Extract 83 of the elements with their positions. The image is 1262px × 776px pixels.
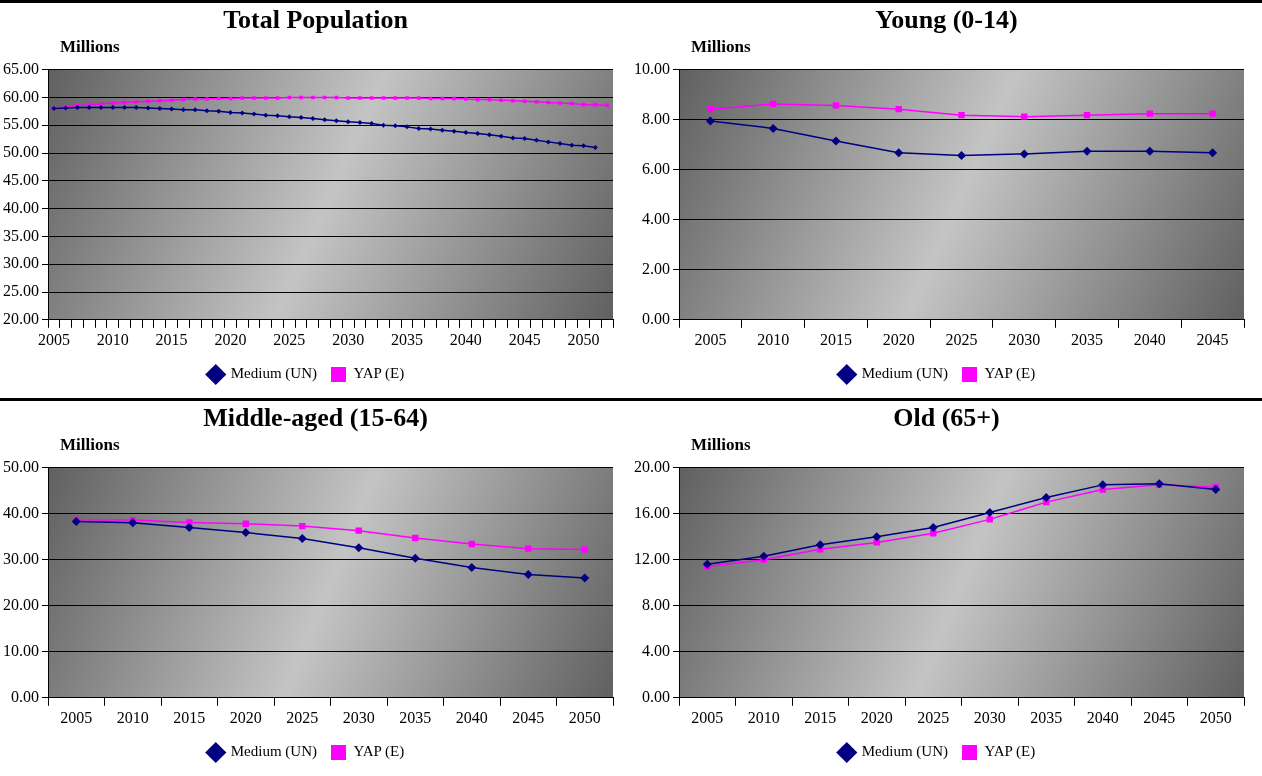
- legend-label: Medium (UN): [861, 743, 949, 761]
- x-tick-label: 2025: [286, 708, 319, 726]
- x-tick-label: 2035: [1030, 708, 1063, 726]
- legend-label: YAP (E): [984, 365, 1036, 383]
- y-axis-title: Millions: [60, 37, 121, 57]
- y-tick-label: 55.00: [3, 115, 39, 133]
- x-tick-label: 2040: [1133, 330, 1166, 348]
- legend-label: YAP (E): [984, 743, 1036, 761]
- x-tick-label: 2035: [1071, 330, 1104, 348]
- x-tick-label: 2045: [1196, 330, 1229, 348]
- x-tick-label: 2015: [804, 708, 837, 726]
- y-tick-label: 4.00: [642, 209, 670, 227]
- x-tick-label: 2030: [342, 708, 375, 726]
- x-tick-label: 2050: [568, 708, 601, 726]
- legend-label: YAP (E): [353, 743, 405, 761]
- x-tick-label: 2010: [96, 330, 129, 348]
- chart-title: Middle-aged (15-64): [202, 402, 429, 434]
- x-tick-label: 2005: [694, 330, 727, 348]
- x-tick-label: 2005: [691, 708, 724, 726]
- y-tick-label: 30.00: [3, 254, 39, 272]
- x-tick-label: 2030: [973, 708, 1006, 726]
- y-tick-label: 0.00: [11, 688, 39, 705]
- y-tick-label: 20.00: [634, 457, 670, 475]
- x-tick-label: 2030: [332, 330, 365, 348]
- legend-label: Medium (UN): [230, 365, 318, 383]
- y-tick-label: 16.00: [634, 503, 670, 521]
- x-tick-label: 2015: [173, 708, 206, 726]
- y-tick-label: 40.00: [3, 198, 39, 216]
- chart-title: Young (0-14): [874, 4, 1019, 36]
- x-tick-label: 2045: [508, 330, 541, 348]
- y-tick-label: 4.00: [642, 641, 670, 659]
- x-tick-label: 2025: [917, 708, 950, 726]
- y-tick-label: 6.00: [642, 159, 670, 177]
- x-tick-label: 2030: [1008, 330, 1041, 348]
- y-tick-label: 50.00: [3, 457, 39, 475]
- y-tick-label: 30.00: [3, 549, 39, 567]
- x-tick-label: 2025: [273, 330, 306, 348]
- x-tick-label: 2020: [882, 330, 915, 348]
- legend-label: Medium (UN): [861, 365, 949, 383]
- y-tick-label: 12.00: [634, 549, 670, 567]
- x-tick-label: 2020: [214, 330, 247, 348]
- x-tick-label: 2015: [155, 330, 188, 348]
- x-tick-label: 2040: [1086, 708, 1119, 726]
- x-tick-label: 2040: [449, 330, 482, 348]
- y-tick-label: 45.00: [3, 171, 39, 188]
- x-tick-label: 2010: [116, 708, 149, 726]
- chart-title: Old (65+): [892, 402, 1001, 434]
- y-tick-label: 60.00: [3, 87, 39, 105]
- y-tick-label: 10.00: [3, 641, 39, 659]
- x-tick-label: 2035: [399, 708, 432, 726]
- legend-label: Medium (UN): [230, 743, 318, 761]
- y-tick-label: 20.00: [3, 595, 39, 613]
- x-tick-label: 2010: [757, 330, 790, 348]
- x-tick-label: 2050: [1199, 708, 1232, 726]
- y-tick-label: 20.00: [3, 310, 39, 327]
- y-tick-label: 25.00: [3, 282, 39, 300]
- chart-title: Total Population: [222, 4, 409, 36]
- x-tick-label: 2035: [391, 330, 424, 348]
- y-tick-label: 50.00: [3, 143, 39, 161]
- x-tick-label: 2010: [747, 708, 780, 726]
- x-tick-label: 2040: [455, 708, 488, 726]
- y-tick-label: 40.00: [3, 503, 39, 521]
- y-tick-label: 10.00: [634, 59, 670, 77]
- y-axis-title: Millions: [691, 37, 752, 57]
- x-tick-label: 2025: [945, 330, 978, 348]
- x-tick-label: 2015: [819, 330, 852, 348]
- y-tick-label: 2.00: [642, 259, 670, 277]
- x-tick-label: 2045: [512, 708, 545, 726]
- x-tick-label: 2020: [860, 708, 893, 726]
- x-tick-label: 2020: [229, 708, 262, 726]
- y-axis-title: Millions: [691, 435, 752, 455]
- y-tick-label: 0.00: [642, 688, 670, 705]
- x-tick-label: 2005: [37, 330, 70, 348]
- y-tick-label: 8.00: [642, 109, 670, 127]
- y-tick-label: 0.00: [642, 310, 670, 327]
- x-tick-label: 2050: [567, 330, 600, 348]
- y-tick-label: 8.00: [642, 595, 670, 613]
- y-tick-label: 65.00: [3, 59, 39, 77]
- x-tick-label: 2005: [60, 708, 93, 726]
- y-tick-label: 35.00: [3, 226, 39, 244]
- legend-label: YAP (E): [353, 365, 405, 383]
- x-tick-label: 2045: [1143, 708, 1176, 726]
- y-axis-title: Millions: [60, 435, 121, 455]
